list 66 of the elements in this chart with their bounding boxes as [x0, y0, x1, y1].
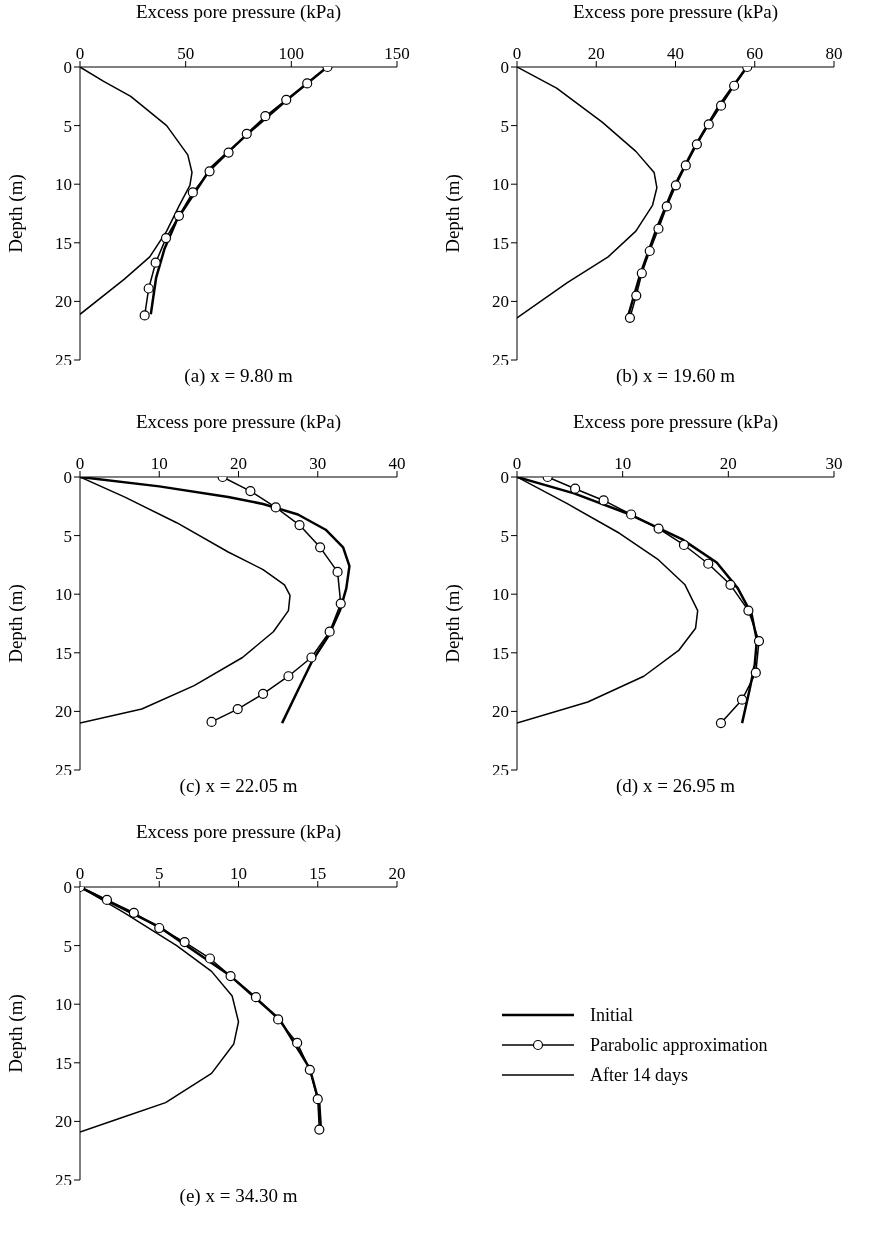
y-tick-label: 10: [55, 175, 72, 195]
legend-label: Parabolic approximation: [590, 1034, 768, 1056]
x-tick-label: 0: [512, 454, 522, 473]
legend-label: After 14 days: [590, 1064, 688, 1086]
text: (a) x = 9.80 m: [183, 365, 294, 387]
y-tick-label: 20: [55, 702, 72, 722]
y-tick-label: 10: [492, 585, 509, 605]
x-tick-label: 20: [230, 454, 247, 473]
y-axis-title: Depth (m): [441, 584, 464, 663]
y-tick-label: 0: [500, 58, 509, 78]
x-tick-label: 5: [155, 864, 164, 883]
y-tick-label: 20: [55, 1112, 72, 1132]
x-tick-label: 40: [667, 44, 684, 63]
x-tick-label: 30: [309, 454, 327, 473]
y-tick-label: 5: [63, 936, 72, 956]
x-axis-title: Excess pore pressure (kPa): [135, 1, 342, 24]
y-tick-label: 5: [500, 526, 509, 546]
x-tick-label: 150: [384, 44, 410, 63]
y-axis-title: Depth (m): [441, 174, 464, 253]
y-tick-label: 15: [55, 233, 72, 253]
x-tick-label: 40: [388, 454, 406, 473]
x-tick-label: 100: [278, 44, 305, 63]
x-tick-label: 60: [746, 44, 764, 63]
x-tick-label: 10: [614, 454, 632, 473]
y-tick-label: 0: [500, 468, 509, 488]
x-tick-label: 0: [75, 454, 85, 473]
x-tick-label: 80: [825, 44, 843, 63]
x-tick-label: 20: [587, 44, 605, 63]
y-tick-label: 20: [55, 292, 72, 312]
text: (d) x = 26.95 m: [615, 775, 736, 797]
x-tick-label: 0: [75, 44, 85, 63]
legend-label: Initial: [590, 1004, 633, 1026]
x-tick-label: 20: [719, 454, 737, 473]
y-tick-label: 10: [492, 175, 509, 195]
x-tick-label: 50: [177, 44, 195, 63]
y-tick-label: 15: [55, 643, 72, 663]
y-axis-title: Depth (m): [4, 994, 27, 1073]
y-tick-label: 15: [492, 233, 509, 253]
y-axis-title: Depth (m): [4, 584, 27, 663]
text: (e) x = 34.30 m: [178, 1185, 299, 1207]
x-axis-title: Excess pore pressure (kPa): [572, 1, 779, 24]
y-tick-label: 0: [63, 58, 72, 78]
y-tick-label: 0: [63, 878, 72, 898]
y-tick-label: 5: [500, 116, 509, 136]
y-tick-label: 5: [63, 526, 72, 546]
x-axis-title: Excess pore pressure (kPa): [572, 411, 779, 434]
y-tick-label: 0: [63, 468, 72, 488]
x-tick-label: 0: [512, 44, 522, 63]
x-tick-label: 10: [230, 864, 247, 883]
x-tick-label: 10: [150, 454, 168, 473]
x-tick-label: 20: [388, 864, 406, 883]
y-tick-label: 20: [492, 702, 509, 722]
x-tick-label: 0: [75, 864, 85, 883]
x-tick-label: 15: [309, 864, 327, 883]
text: (c) x = 22.05 m: [178, 775, 299, 797]
x-axis-title: Excess pore pressure (kPa): [135, 411, 342, 434]
y-tick-label: 15: [55, 1053, 72, 1073]
y-axis-title: Depth (m): [4, 174, 27, 253]
y-tick-label: 5: [63, 116, 72, 136]
y-tick-label: 20: [492, 292, 509, 312]
x-tick-label: 30: [825, 454, 843, 473]
y-tick-label: 10: [55, 995, 72, 1015]
y-tick-label: 15: [492, 643, 509, 663]
text: (b) x = 19.60 m: [615, 365, 736, 387]
y-tick-label: 10: [55, 585, 72, 605]
x-axis-title: Excess pore pressure (kPa): [135, 821, 342, 844]
